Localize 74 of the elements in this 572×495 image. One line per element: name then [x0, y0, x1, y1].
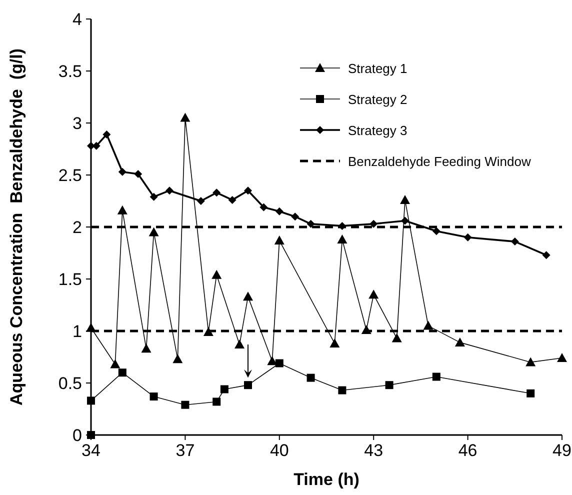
- y-tick-label: 2.5: [58, 166, 82, 185]
- point: [361, 324, 372, 334]
- point: [102, 130, 111, 138]
- point: [180, 112, 190, 122]
- legend-label: Benzaldehyde Feeding Window: [348, 154, 532, 169]
- y-tick-label: 1: [72, 322, 82, 341]
- point: [330, 338, 340, 348]
- point: [150, 192, 158, 201]
- point: [392, 333, 402, 342]
- x-axis-title: Time (h): [294, 470, 360, 489]
- x-tick-label: 46: [458, 441, 478, 460]
- point: [212, 398, 221, 406]
- point: [338, 222, 346, 230]
- x-tick-label: 43: [364, 441, 384, 460]
- point: [148, 227, 159, 236]
- point: [306, 374, 315, 382]
- point: [337, 234, 348, 244]
- point: [423, 320, 434, 330]
- point: [260, 203, 268, 212]
- point: [275, 359, 284, 368]
- point: [432, 227, 440, 236]
- point: [338, 386, 346, 394]
- point: [274, 236, 284, 245]
- legend-label: Strategy 2: [348, 92, 408, 107]
- point: [118, 368, 126, 377]
- point: [196, 197, 205, 205]
- point: [368, 290, 379, 299]
- y-axis-title: Aqueous Concentration Benzaldehyde (g/l): [7, 48, 26, 406]
- point: [526, 389, 535, 398]
- point: [510, 238, 519, 246]
- point: [212, 188, 221, 197]
- legend-label: Strategy 1: [348, 61, 408, 76]
- point: [306, 220, 315, 228]
- point: [141, 344, 152, 353]
- x-tick-label: 40: [270, 441, 289, 460]
- x-tick-label: 37: [176, 441, 195, 460]
- point: [150, 392, 158, 401]
- point: [244, 186, 252, 195]
- point: [385, 381, 394, 390]
- point: [243, 292, 253, 301]
- y-tick-label: 0: [72, 426, 82, 445]
- y-tick-label: 4: [72, 10, 82, 29]
- point: [244, 381, 252, 390]
- point: [212, 270, 222, 279]
- point: [542, 251, 550, 260]
- point: [110, 359, 120, 368]
- point: [400, 194, 410, 204]
- point: [118, 168, 126, 176]
- point: [117, 205, 128, 214]
- y-tick-label: 3.5: [58, 62, 82, 81]
- y-tick-label: 1.5: [58, 270, 82, 289]
- y-tick-label: 3: [72, 114, 82, 133]
- point: [275, 207, 284, 216]
- x-tick-label: 34: [82, 441, 100, 460]
- legend-label: Strategy 3: [348, 123, 408, 138]
- point: [134, 170, 142, 178]
- point: [203, 327, 214, 336]
- y-tick-label: 0.5: [58, 374, 82, 393]
- point: [454, 337, 465, 346]
- point: [401, 216, 409, 225]
- point: [181, 400, 190, 409]
- point: [370, 220, 378, 228]
- x-tick-label: 49: [552, 441, 572, 460]
- point: [228, 196, 236, 204]
- point: [166, 186, 174, 195]
- point: [526, 357, 536, 366]
- point: [220, 385, 228, 394]
- point: [557, 353, 567, 362]
- point: [172, 354, 183, 364]
- point: [234, 340, 245, 349]
- y-tick-label: 2: [72, 218, 82, 237]
- point: [464, 233, 472, 242]
- point: [432, 372, 440, 381]
- point: [291, 212, 300, 221]
